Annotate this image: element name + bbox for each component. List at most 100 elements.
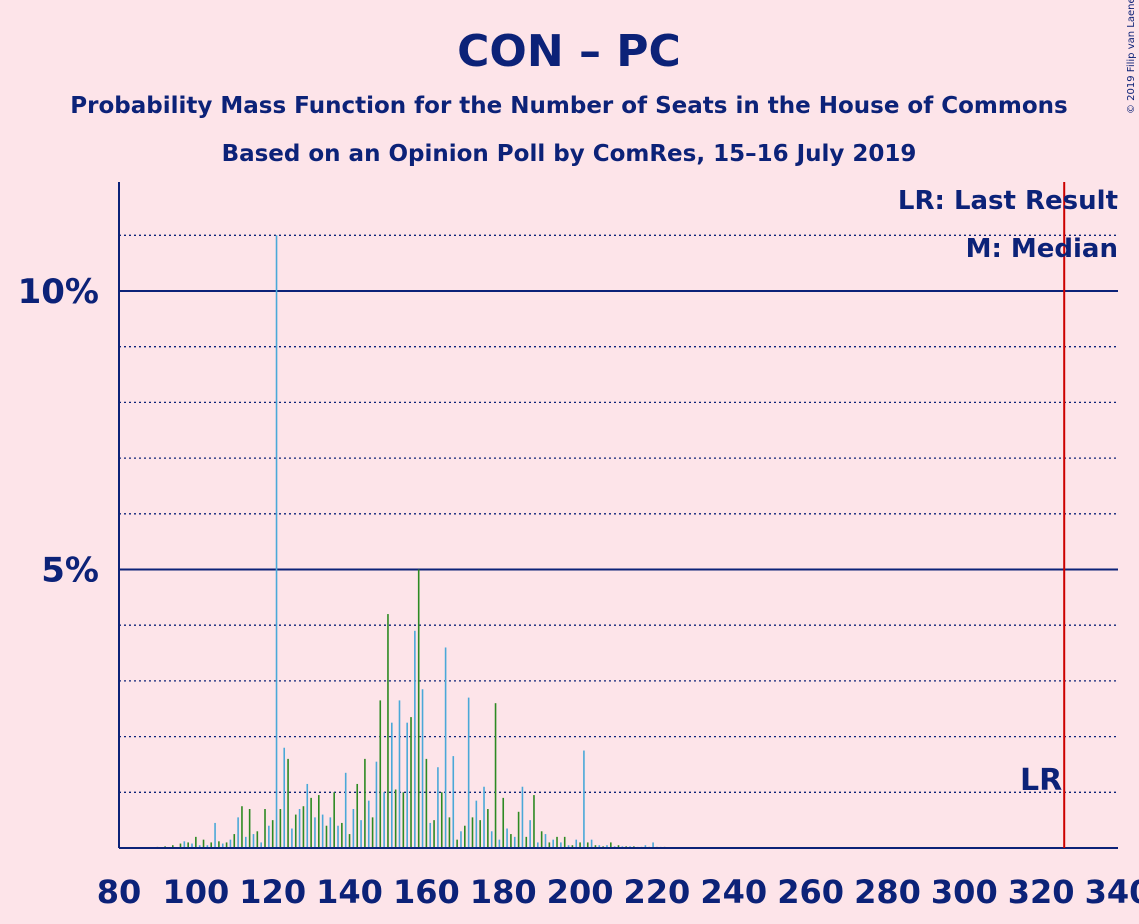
bar: [471, 817, 474, 848]
bar: [206, 845, 209, 848]
bar: [221, 843, 224, 848]
bar: [321, 814, 324, 848]
bar: [590, 839, 593, 848]
bar: [375, 761, 378, 848]
bar: [210, 842, 213, 848]
bar: [260, 842, 262, 848]
bar: [506, 828, 508, 848]
bar: [252, 834, 255, 848]
bar: [490, 831, 493, 848]
gridlines: [119, 234, 1118, 793]
bar: [425, 758, 428, 848]
bar: [575, 839, 578, 848]
bar: [318, 795, 320, 848]
axes: [118, 182, 1118, 849]
bar: [487, 809, 489, 848]
x-tick-label: 220: [624, 873, 691, 911]
bar: [483, 786, 485, 848]
bar: [586, 842, 589, 848]
bar: [287, 758, 289, 848]
bar: [364, 758, 366, 848]
bar: [214, 822, 216, 848]
bar: [533, 795, 535, 848]
bar: [233, 834, 236, 848]
bar: [467, 697, 470, 848]
bar: [314, 817, 316, 848]
chart-subtitle-2: Based on an Opinion Poll by ComRes, 15–1…: [222, 141, 917, 167]
bar: [417, 569, 420, 848]
bar: [610, 842, 612, 848]
chart-title: CON – PC: [457, 26, 681, 77]
bar: [567, 845, 570, 848]
bar: [218, 841, 220, 848]
bar: [548, 842, 551, 848]
bar: [521, 786, 524, 848]
bar: [552, 839, 554, 848]
bar: [406, 722, 408, 848]
bar: [479, 820, 481, 848]
bar: [344, 772, 347, 848]
x-tick-label: 340: [1085, 873, 1139, 911]
bar: [544, 834, 547, 848]
bar: [460, 831, 462, 848]
y-tick-labels: 5% 10%: [18, 272, 99, 591]
bar: [341, 822, 343, 848]
bar: [383, 792, 385, 848]
bar: [187, 842, 189, 848]
bar: [452, 756, 455, 848]
x-tick-label: 280: [854, 873, 921, 911]
bar: [191, 843, 193, 848]
y-tick-label: 5%: [41, 551, 99, 591]
x-tick-label: 80: [97, 873, 142, 911]
bar: [517, 811, 520, 848]
bar: [563, 836, 566, 848]
bar: [464, 825, 466, 848]
bar: [410, 717, 412, 848]
x-tick-label: 300: [931, 873, 998, 911]
bar: [360, 820, 362, 848]
bar: [398, 700, 401, 848]
bar: [440, 792, 443, 848]
bar: [271, 820, 274, 848]
bar: [294, 814, 297, 848]
bar: [579, 842, 581, 848]
bar: [171, 845, 174, 848]
legend-last-result: LR: Last Result: [898, 186, 1118, 216]
bar: [560, 842, 562, 848]
copyright-text: © 2019 Filip van Laenen: [1126, 0, 1137, 114]
x-tick-label: 140: [316, 873, 383, 911]
bar: [325, 825, 328, 848]
bar: [283, 747, 286, 848]
bar: [433, 820, 435, 848]
x-tick-label: 180: [470, 873, 537, 911]
x-tick-label: 200: [547, 873, 614, 911]
bar-series: [156, 235, 666, 849]
bar: [510, 834, 512, 848]
bar: [329, 817, 332, 848]
bar: [583, 750, 585, 848]
bar: [394, 789, 397, 848]
bar: [475, 800, 478, 848]
bar: [195, 836, 197, 848]
bar: [448, 817, 451, 848]
bar: [525, 836, 528, 848]
bar: [371, 817, 374, 848]
bar: [387, 614, 389, 848]
x-tick-label: 120: [239, 873, 306, 911]
bar: [617, 845, 620, 848]
x-tick-labels: 80 100 120 140 160 180 200 220 240 260 280 300 320 34…: [97, 873, 1139, 911]
bar: [529, 820, 531, 848]
bar: [237, 817, 239, 848]
bar: [348, 834, 351, 848]
bar: [494, 703, 497, 848]
bar: [337, 825, 339, 848]
bar: [302, 806, 305, 848]
x-tick-label: 240: [700, 873, 767, 911]
bar: [540, 831, 543, 848]
x-tick-label: 100: [162, 873, 229, 911]
x-tick-label: 160: [393, 873, 460, 911]
bar: [248, 809, 251, 848]
bar: [183, 841, 186, 848]
